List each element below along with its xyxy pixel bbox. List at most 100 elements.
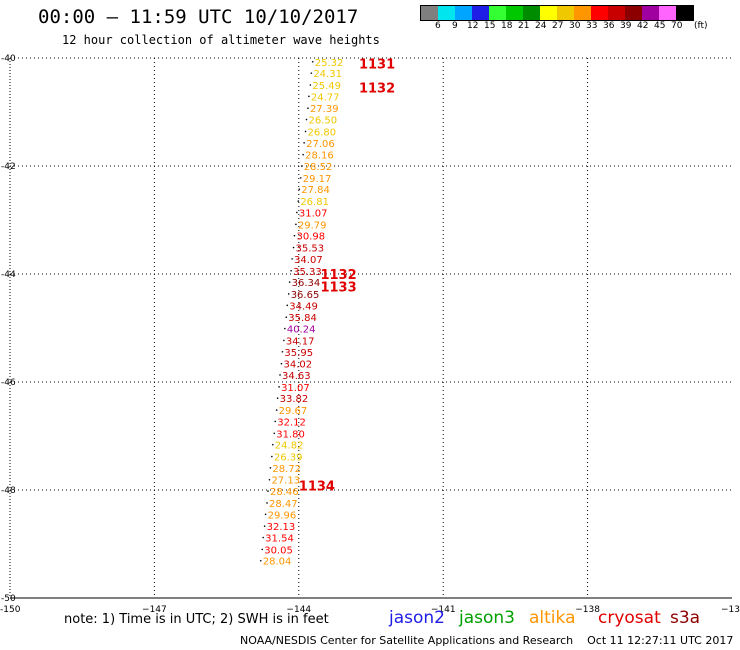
wave-height-label: 29.17 (303, 174, 332, 185)
legend-label-12: 12 (467, 21, 479, 31)
observation-point (292, 246, 295, 249)
observation-point (275, 409, 278, 411)
wave-height-label: 27.13 (271, 476, 300, 487)
observation-point (296, 211, 298, 214)
satellite-s3a: s3a (670, 608, 701, 628)
legend-label-30: 30 (569, 21, 581, 31)
wave-height-label: 25.32 (315, 58, 344, 69)
wave-height-label: 34.63 (282, 371, 311, 382)
wave-height-label: 34.49 (289, 301, 318, 312)
pass-number-label: 1132 (359, 82, 395, 97)
observation-point (299, 177, 302, 179)
observation-point (273, 432, 276, 435)
wave-height-label: 28.04 (263, 557, 292, 568)
observation-point (310, 72, 313, 74)
wave-height-label: 40.24 (287, 325, 316, 336)
legend-label-21: 21 (518, 21, 530, 31)
wave-height-label: 28.72 (272, 464, 301, 475)
wave-height-label: 25.49 (312, 81, 341, 92)
satellite-cryosat: cryosat (598, 608, 661, 628)
wave-height-label: 35.84 (288, 313, 317, 324)
wave-height-label: 34.02 (283, 360, 312, 371)
lon-tick-label: −147 (142, 605, 167, 615)
wave-height-label: 26.50 (309, 116, 338, 127)
legend-swatch-70 (676, 6, 693, 20)
satellite-altika: altika (529, 608, 576, 628)
wave-height-label: 28.52 (304, 162, 333, 173)
pass-number-label: 1132 (320, 268, 356, 283)
legend-swatch-30 (574, 6, 591, 20)
observation-point (309, 84, 312, 86)
legend-label-18: 18 (501, 21, 513, 31)
wave-height-label: 24.77 (311, 92, 340, 103)
observation-point (284, 327, 286, 330)
legend-swatch-12 (472, 6, 489, 20)
pass-number-label: 1131 (359, 57, 395, 72)
observation-point (304, 130, 307, 133)
lat-tick-label: -42 (1, 162, 16, 172)
wave-height-label: 26.80 (308, 127, 337, 138)
observation-point (290, 269, 292, 272)
observation-point (293, 234, 296, 237)
observation-point (305, 118, 308, 121)
lon-tick-label: -150 (0, 605, 21, 615)
lon-tick-label: −144 (286, 605, 311, 615)
page-subtitle: 12 hour collection of altimeter wave hei… (62, 33, 380, 47)
legend-swatch-39 (625, 6, 642, 20)
observation-point (285, 316, 288, 319)
pass-number-label: 1134 (299, 480, 335, 495)
observation-point (269, 467, 272, 469)
wave-height-label: 33.82 (280, 394, 309, 405)
wave-height-label: 24.82 (275, 441, 304, 452)
wave-height-label: 36.65 (291, 290, 320, 301)
observation-point (302, 153, 304, 156)
observation-point (286, 304, 289, 307)
satellite-jason2: jason2 (389, 608, 445, 628)
observation-point (303, 141, 305, 144)
pass-number-label: 1133 (320, 280, 356, 295)
wave-height-label: 28.46 (270, 487, 299, 498)
observation-point (287, 293, 290, 295)
legend-swatch-21 (523, 6, 540, 20)
observation-point (271, 455, 273, 458)
observation-point (278, 386, 280, 388)
legend-swatch-42 (642, 6, 659, 20)
observation-point (281, 350, 284, 353)
legend-label-27: 27 (552, 21, 564, 31)
lat-tick-label: -44 (1, 270, 16, 280)
lat-tick-label: -40 (1, 54, 16, 64)
legend-swatch-27 (557, 6, 574, 20)
wave-height-label: 34.17 (286, 336, 315, 347)
legend-label-6: 6 (435, 21, 441, 31)
legend-label-70: 70 (671, 21, 683, 31)
observation-point (261, 548, 264, 551)
wave-height-label: 29.67 (279, 406, 308, 417)
legend-label-33: 33 (586, 21, 598, 31)
wave-height-label: 35.33 (293, 267, 322, 278)
wave-height-label: 31.80 (276, 429, 305, 440)
lat-tick-label: -48 (1, 486, 16, 496)
observation-point (298, 188, 301, 191)
wave-height-label: 30.05 (264, 545, 293, 556)
color-scale-legend (420, 5, 694, 21)
observation-point (267, 490, 269, 492)
observation-point (291, 258, 293, 260)
wave-height-label: 34.07 (294, 255, 323, 266)
observation-point (259, 559, 262, 562)
wave-height-label: 29.96 (268, 510, 297, 521)
legend-label-9: 9 (452, 21, 458, 31)
note-text: note: 1) Time is in UTC; 2) SWH is in fe… (64, 612, 329, 627)
wave-height-label: 32.13 (267, 522, 296, 533)
wave-height-label: 35.95 (284, 348, 313, 359)
legend-label-36: 36 (603, 21, 615, 31)
observation-point (297, 200, 300, 202)
lon-tick-label: −138 (575, 605, 600, 615)
observation-point (262, 536, 264, 539)
wave-height-label: 31.07 (281, 383, 310, 394)
footer-credit: NOAA/NESDIS Center for Satellite Applica… (240, 634, 734, 647)
wave-height-label: 26.81 (300, 197, 329, 208)
legend-swatch-18 (506, 6, 523, 20)
wave-height-label: 31.07 (299, 208, 328, 219)
